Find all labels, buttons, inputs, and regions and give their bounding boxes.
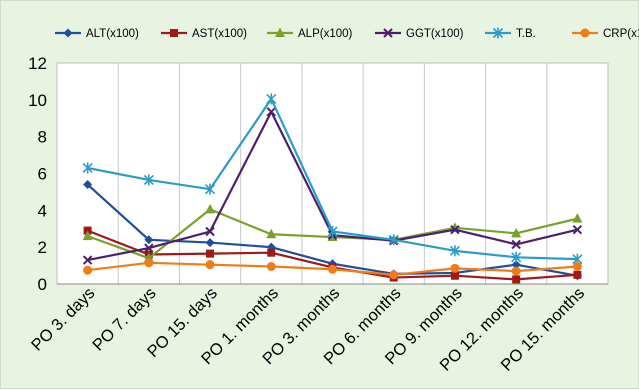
legend-item: T.B. [485,27,536,40]
series-5 [83,258,582,280]
data-point [450,224,460,235]
data-point [83,180,93,190]
legend-label: T.B. [516,28,536,40]
data-point [82,255,93,265]
data-point [572,213,583,223]
data-point [450,263,460,273]
data-point [572,224,583,235]
data-point [450,271,459,280]
y-tick-label: 4 [38,201,47,220]
legend-marker [63,28,73,38]
y-tick-label: 6 [38,165,47,184]
data-point [266,93,277,105]
data-point [205,260,215,270]
legend-item: CRP(x10) [572,28,639,40]
legend-label: GGT(x100) [406,28,464,40]
data-point [511,251,522,263]
legend-item: ALP(x100) [267,27,353,40]
data-point [572,262,582,272]
data-point [205,226,215,237]
data-point [328,264,337,274]
legend-marker [170,29,178,37]
legend-marker [275,27,285,37]
legend: ALT(x100) AST(x100) ALP(x100) GGT(x100) T.B.… [55,27,639,40]
series-group [82,93,583,284]
y-tick-label: 0 [38,275,47,294]
y-tick-label: 2 [38,238,47,257]
data-point [83,265,93,275]
legend-label: ALT(x100) [86,28,139,40]
data-point [389,270,399,280]
legend-item: GGT(x100) [375,28,464,40]
data-point [143,174,154,186]
data-point [266,228,277,239]
y-tick-label: 10 [28,91,47,110]
y-tick-label: 8 [38,128,47,147]
legend-marker [492,27,504,39]
data-point [511,266,521,276]
data-point [82,162,93,174]
legend-label: ALP(x100) [298,28,353,40]
data-point [511,239,521,250]
y-tick-label: 12 [28,54,47,73]
legend-marker [580,28,590,38]
data-point [511,227,522,238]
data-point [511,260,521,270]
data-point [388,234,399,246]
data-point [144,235,154,245]
data-point [512,275,521,284]
legend-label: AST(x100) [192,28,247,40]
data-point [83,226,92,235]
data-point [573,270,582,279]
data-point [204,183,216,195]
data-point [144,258,154,268]
data-point [82,230,93,241]
legend-marker [383,28,393,38]
data-point [206,249,215,258]
data-point [266,262,276,272]
x-tick-label: PO 3. days [28,284,98,354]
data-point [449,245,461,257]
legend-item: ALT(x100) [55,28,139,40]
data-point [205,238,215,248]
data-point [205,203,216,214]
legend-label: CRP(x10) [603,28,639,40]
data-point [266,107,276,117]
legend-item: AST(x100) [161,28,247,40]
data-point [267,248,276,257]
series-4 [82,93,583,265]
data-point [144,243,154,253]
data-point [327,226,338,238]
